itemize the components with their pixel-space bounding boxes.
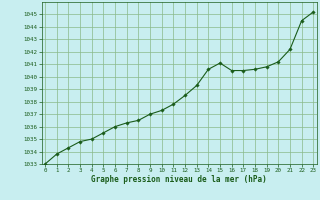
X-axis label: Graphe pression niveau de la mer (hPa): Graphe pression niveau de la mer (hPa) — [91, 175, 267, 184]
